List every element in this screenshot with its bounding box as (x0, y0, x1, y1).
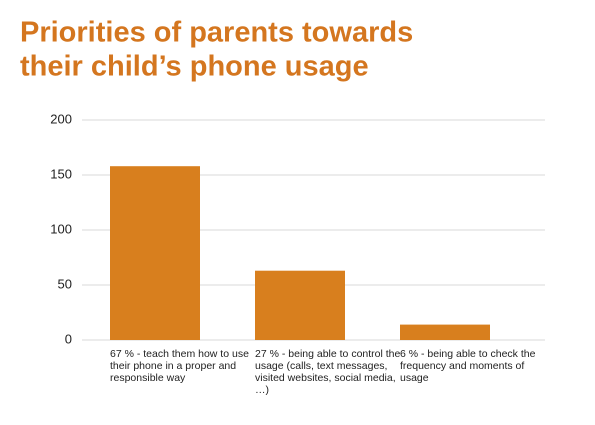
bar (255, 270, 345, 340)
x-tick-label: 67 % - teach them how to use their phone… (110, 348, 249, 384)
y-tick-label: 50 (58, 276, 72, 291)
y-tick-label: 150 (50, 166, 72, 181)
bar (110, 166, 200, 340)
chart-title: their child’s phone usage (20, 51, 369, 83)
chart-title: Priorities of parents towards (20, 17, 413, 49)
bar (400, 324, 490, 340)
y-tick-label: 0 (65, 331, 72, 346)
y-tick-label: 100 (50, 221, 72, 236)
x-tick-label: 27 % - being able to control the usage (… (255, 348, 401, 396)
x-tick-label: 6 % - being able to check the frequency … (400, 348, 536, 384)
y-tick-label: 200 (50, 111, 72, 126)
